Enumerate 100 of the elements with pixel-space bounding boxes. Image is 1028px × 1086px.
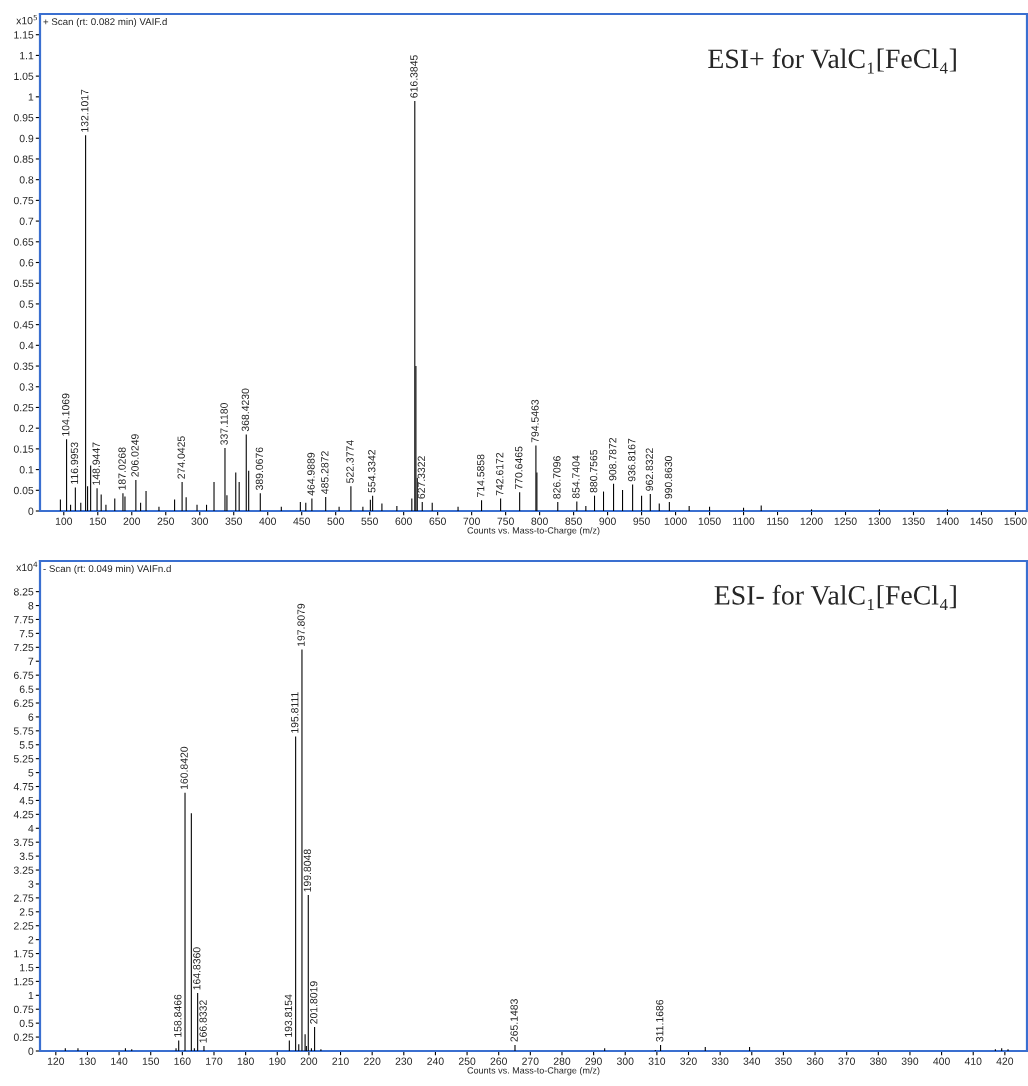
annotation: 464.9889 [307,452,315,496]
y-tick-label: 0.9 [19,134,34,143]
y-tick-label: 2.75 [14,894,34,902]
x-tick-label: 1100 [733,517,755,525]
annotation: 880.7565 [589,449,598,493]
x-tick-label: 650 [429,517,446,525]
annotation: 132.1017 [81,89,89,132]
x-tick-label: 420 [996,1057,1014,1065]
y-tick-label: 3.75 [13,838,34,847]
x-tick-label: 800 [531,517,548,525]
annotation: 148.9447 [92,442,100,485]
chart-title: + Scan (rt: 0.082 min) VAIF.d [43,17,167,28]
x-tick-label: 900 [599,517,616,525]
y-tick-label: 0.5 [19,1019,34,1028]
x-tick-label: 130 [79,1057,96,1065]
annotation: 616.3845 [410,55,418,98]
y-tick-label: 7.75 [14,616,34,624]
annotation: 936.8167 [628,438,636,482]
x-tick-label: 1350 [902,517,925,525]
x-tick-label: 1200 [800,517,823,525]
annotation: 164.8360 [193,947,201,990]
annotation: 522.3774 [346,440,354,483]
annotation: ESI- for ValC₁[FeCl₄] [714,584,956,611]
y-tick-label: 0.6 [19,259,34,267]
x-tick-label: 1400 [936,517,959,525]
x-tick-label: 350 [225,517,243,525]
x-tick-label: 230 [395,1057,413,1065]
x-tick-label: 320 [680,1057,697,1065]
y-tick-label: 0.5 [19,300,34,308]
x-tick-label: 150 [89,517,107,525]
y-tick-label: 0.4 [19,341,34,350]
y-axis-title: x10$^{4}$ [16,561,38,572]
x-tick-label: 390 [901,1057,919,1065]
x-tick-label: 380 [870,1057,887,1065]
y-tick-label: 6 [28,713,34,721]
y-tick-label: 1.25 [14,977,34,986]
y-tick-label: 0.2 [19,424,34,433]
x-tick-label: 300 [191,517,209,525]
x-tick-label: 150 [142,1057,159,1065]
x-tick-label: 250 [458,1057,476,1065]
annotation: 554.3342 [368,449,376,493]
y-tick-label: 0.45 [13,321,34,329]
x-tick-label: 410 [964,1057,982,1065]
x-tick-label: 1450 [970,517,993,525]
y-tick-label: 1.15 [14,31,34,39]
y-tick-label: 0.7 [19,217,34,225]
annotation: 714.5858 [476,454,485,497]
y-tick-label: 0.35 [13,362,34,370]
x-tick-label: 240 [427,1057,444,1065]
y-tick-label: 7.25 [14,643,34,652]
x-tick-label: 290 [585,1057,602,1065]
y-tick-label: 6.5 [19,685,34,693]
x-tick-label: 500 [327,517,344,525]
y-tick-label: 2.25 [14,922,34,930]
annotation: 160.8420 [180,746,188,790]
y-tick-label: 8 [28,602,34,610]
annotation: 794.5463 [531,399,539,443]
x-tick-label: 140 [111,1057,128,1065]
annotation: 195.8111 [291,692,299,733]
annotation: 104.1069 [62,393,70,436]
y-tick-label: 1.75 [14,950,34,958]
y-tick-label: 0.25 [13,403,34,412]
y-tick-label: 8.25 [13,588,34,596]
annotation: 311.1686 [655,999,664,1042]
x-tick-label: 400 [933,1057,950,1065]
annotation: 201.8019 [310,981,318,1024]
x-tick-label: 300 [616,1057,634,1065]
x-tick-label: 200 [300,1057,318,1065]
y-tick-label: 0.25 [13,1033,34,1041]
x-tick-label: 170 [206,1057,223,1065]
x-tick-label: 370 [838,1057,855,1065]
annotation: 962.8322 [645,448,654,491]
y-tick-label: 7 [28,657,34,665]
y-tick-label: 5.5 [19,741,34,749]
annotation: 389.0676 [255,447,264,491]
y-tick-label: 0.8 [19,176,34,184]
annotation: 337.1180 [220,403,228,445]
y-tick-label: 0 [28,1047,34,1055]
x-tick-label: 220 [364,1057,381,1065]
y-tick-label: 2 [28,936,34,944]
x-tick-label: 950 [633,517,650,525]
annotation: 770.6465 [515,446,523,490]
annotation: 206.0249 [131,434,139,477]
x-tick-label: 1250 [834,517,857,525]
x-tick-label: 1500 [1004,517,1027,525]
y-tick-label: 5.75 [13,727,34,735]
y-tick-label: 0.75 [13,1005,34,1014]
annotation: 854.7404 [572,455,580,499]
y-axis-title: x10$^{5}$ [16,14,38,25]
y-tick-label: 4.75 [13,783,34,791]
x-tick-label: 1050 [698,517,721,525]
annotation: 199.8048 [303,849,312,892]
x-tick-label: 340 [743,1057,761,1065]
x-tick-label: 1300 [868,517,891,525]
annotation: 485.2872 [321,451,329,494]
annotation: 116.9953 [70,442,79,484]
y-tick-label: 0.55 [13,279,34,288]
x-tick-label: 850 [565,517,582,525]
x-tick-label: 360 [806,1057,824,1065]
annotation: 368.4230 [241,388,250,432]
